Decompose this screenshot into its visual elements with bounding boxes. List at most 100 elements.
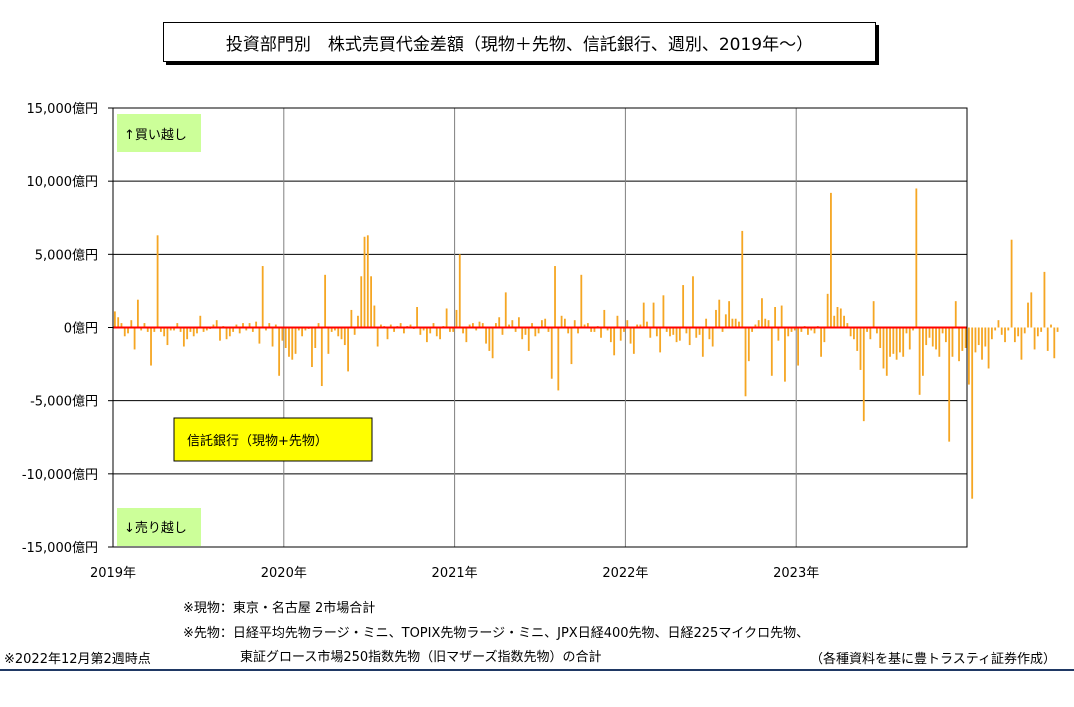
bar: [130, 320, 133, 328]
bar: [570, 327, 573, 365]
bar: [728, 301, 731, 328]
bar: [718, 299, 721, 328]
bar: [669, 327, 671, 337]
bar: [974, 327, 977, 353]
bar: [846, 323, 849, 328]
as-of-note: ※2022年12月第2週時点: [4, 652, 151, 667]
source-note: （各種資料を基に豊トラスティ証券作成）: [810, 652, 1056, 667]
bar: [353, 327, 356, 335]
bar: [787, 327, 790, 337]
bar: [1017, 327, 1020, 337]
bar: [320, 327, 323, 387]
bar: [885, 327, 888, 376]
footnote-spot: ※現物：東京・名古屋 2市場合計: [183, 601, 376, 616]
bar: [422, 327, 425, 331]
series-label: 信託銀行（現物+先物）: [187, 433, 328, 449]
bar: [409, 324, 412, 328]
bar: [619, 327, 622, 341]
x-tick-label: 2021年: [432, 566, 478, 581]
bar: [705, 318, 708, 328]
bar: [613, 327, 616, 356]
bar: [632, 327, 635, 354]
bar: [370, 276, 372, 328]
bar: [1027, 302, 1029, 328]
bar: [990, 327, 993, 340]
bar: [363, 236, 366, 328]
bar: [609, 327, 612, 343]
bar: [215, 320, 218, 328]
bar: [1000, 327, 1003, 335]
bar: [557, 327, 560, 391]
bar: [698, 327, 701, 335]
bar: [288, 327, 290, 357]
bar: [1036, 327, 1039, 337]
bar: [255, 321, 258, 328]
bar: [403, 327, 405, 334]
bar: [623, 327, 625, 332]
bar: [340, 327, 343, 340]
bar: [478, 321, 481, 328]
x-tick-label: 2020年: [261, 566, 307, 581]
bar: [836, 307, 839, 328]
bar: [994, 327, 997, 331]
bar: [281, 327, 284, 341]
bar: [166, 327, 169, 346]
bar: [399, 323, 402, 328]
bar: [843, 315, 845, 328]
bar: [202, 327, 205, 332]
bar: [508, 324, 510, 328]
bar: [967, 327, 970, 385]
bar: [944, 327, 947, 343]
bar: [876, 327, 878, 334]
bar: [360, 276, 363, 328]
bar: [905, 327, 908, 334]
bar: [659, 327, 662, 353]
bar: [715, 309, 717, 328]
bar: [721, 327, 724, 332]
bar: [550, 327, 553, 379]
bar: [738, 321, 740, 328]
bar: [678, 327, 681, 341]
bar: [560, 315, 563, 328]
bar: [554, 266, 556, 328]
bar: [636, 324, 639, 328]
bar: [419, 327, 422, 335]
bar: [182, 327, 185, 347]
bar: [754, 324, 757, 328]
bar: [708, 327, 711, 340]
bar: [544, 318, 547, 328]
bar: [780, 305, 783, 328]
bar: [439, 327, 441, 340]
bar: [997, 320, 1000, 328]
bar: [268, 323, 271, 328]
bar: [146, 327, 149, 332]
bar: [127, 327, 129, 334]
bar: [251, 327, 254, 332]
bar: [892, 327, 895, 354]
bar: [527, 327, 530, 351]
bar: [435, 327, 438, 337]
bar: [501, 327, 504, 335]
bar: [928, 327, 931, 338]
bar: [179, 327, 182, 332]
bar: [219, 327, 221, 341]
bar: [918, 327, 921, 395]
bar: [866, 327, 868, 332]
bar: [826, 293, 829, 328]
bar: [248, 323, 251, 328]
bar: [169, 327, 172, 331]
bar: [922, 327, 924, 376]
bar: [823, 327, 826, 343]
bar: [790, 327, 793, 332]
bar: [701, 327, 704, 357]
bar: [163, 327, 166, 337]
bar: [455, 309, 458, 328]
bar: [192, 327, 195, 337]
bar: [646, 321, 648, 328]
bar: [741, 230, 744, 328]
bar: [925, 327, 928, 346]
bar: [600, 327, 602, 338]
bar: [616, 315, 619, 328]
bar: [820, 327, 822, 357]
bar: [665, 327, 668, 332]
